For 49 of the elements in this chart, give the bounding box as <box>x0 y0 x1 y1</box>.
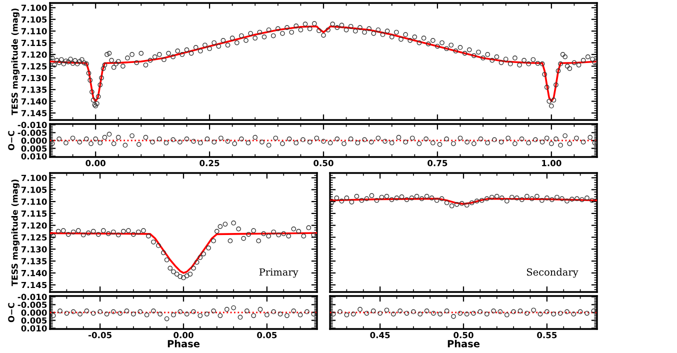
y-axis-title: TESS magnitude (mag) <box>11 180 20 286</box>
x-tick-label: 0.75 <box>428 160 448 166</box>
y-tick-label: 7.140 <box>21 98 47 105</box>
annotation: Secondary <box>526 268 578 278</box>
x-tick-label: 0.00 <box>86 160 106 166</box>
y-tick-label: 7.100 <box>21 4 47 11</box>
x-axis-title: Phase <box>168 340 200 348</box>
y-tick-label: 0.005 <box>21 145 47 152</box>
y-axis-title: TESS magnitude (mag) <box>11 8 20 116</box>
y-tick-label: 7.135 <box>21 86 47 93</box>
y-tick-label: 7.115 <box>21 40 47 46</box>
y-tick-label: 7.130 <box>21 74 47 82</box>
y-tick-label: 7.110 <box>21 198 47 205</box>
y-tick-label: 7.115 <box>21 210 47 217</box>
y-tick-label: 0.000 <box>21 309 47 316</box>
y-tick-label: 0.010 <box>21 153 47 160</box>
x-tick-label: 0.05 <box>257 332 277 338</box>
y-tick-label: 7.140 <box>21 270 47 276</box>
y-axis-title: O−C <box>8 130 14 150</box>
y-tick-label: 7.120 <box>21 222 47 229</box>
y-tick-label: 7.100 <box>21 174 47 182</box>
x-tick-label: 0.50 <box>314 160 334 166</box>
y-tick-label: 7.110 <box>21 28 47 34</box>
y-tick-label: -0.010 <box>18 294 47 300</box>
y-tick-label: 7.120 <box>21 51 47 58</box>
x-tick-label: 0.25 <box>200 160 220 166</box>
x-tick-label: 0.50 <box>454 332 474 338</box>
y-tick-label: 7.105 <box>21 16 47 23</box>
x-tick-label: 1.00 <box>542 160 562 166</box>
y-tick-label: -0.005 <box>18 302 47 308</box>
y-tick-label: 7.145 <box>21 282 47 288</box>
y-tick-label: 7.130 <box>21 246 47 252</box>
y-tick-label: 7.125 <box>21 63 47 70</box>
y-tick-label: 7.105 <box>21 186 47 193</box>
annotation: Primary <box>259 268 298 278</box>
y-tick-label: 0.000 <box>21 137 47 144</box>
x-axis-title: Phase <box>448 340 480 348</box>
y-tick-label: 7.145 <box>21 110 47 116</box>
x-tick-label: 0.55 <box>537 332 557 338</box>
y-axis-title: O−C <box>8 302 14 322</box>
y-tick-label: -0.010 <box>18 122 47 128</box>
y-tick-label: -0.005 <box>18 130 47 136</box>
x-tick-label: -0.05 <box>88 332 112 338</box>
x-tick-label: 0.45 <box>370 332 390 338</box>
x-tick-label: 0.00 <box>174 332 194 338</box>
y-tick-label: 7.135 <box>21 258 47 264</box>
y-tick-label: 0.010 <box>21 325 47 332</box>
y-tick-label: 7.125 <box>21 234 47 241</box>
y-tick-label: 0.005 <box>21 317 47 324</box>
